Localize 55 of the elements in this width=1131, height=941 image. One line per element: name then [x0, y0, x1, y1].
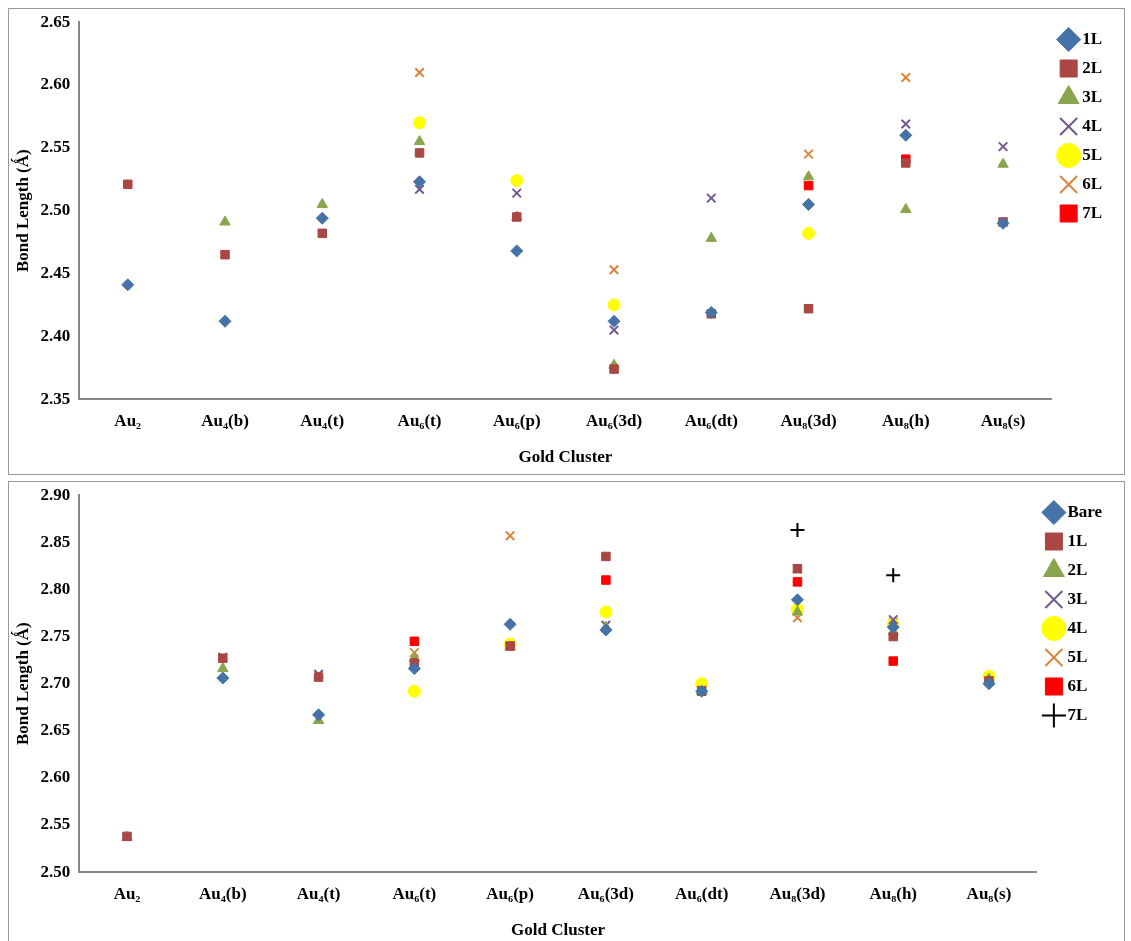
x-tick-label: Au₈(h) — [881, 410, 930, 430]
x-axis-title: Gold Cluster — [511, 920, 606, 940]
y-tick-label: 2.85 — [40, 531, 71, 551]
x-tick-label: Au₈(s) — [966, 883, 1012, 903]
x-tick-label: Au₆(3d) — [585, 410, 643, 430]
y-axis-title: Bond Length (Ǻ) — [10, 622, 32, 746]
y-axis-title: Bond Length (Ǻ) — [10, 149, 32, 273]
legend-label: 5L — [1082, 144, 1102, 164]
y-tick-label: 2.65 — [40, 720, 71, 740]
legend-label: 6L — [1067, 675, 1088, 695]
y-tick-label: 2.70 — [40, 673, 71, 693]
legend-label: 7L — [1067, 704, 1088, 724]
y-tick-label: 2.40 — [40, 325, 71, 345]
legend-label: 6L — [1082, 173, 1102, 193]
x-tick-label: Au₈(h) — [869, 883, 918, 903]
x-tick-label: Au₆(3d) — [577, 883, 634, 903]
legend-label: 3L — [1067, 588, 1088, 608]
x-tick-label: Au₄(b) — [201, 410, 249, 430]
legend-label: 1L — [1067, 530, 1088, 550]
legend-label: 3L — [1082, 86, 1102, 106]
x-tick-label: Au₆(dt) — [675, 883, 729, 903]
x-tick-label: Au₆(dt) — [684, 410, 738, 430]
x-tick-label: Au₆(p) — [486, 883, 534, 903]
legend-label: 7L — [1082, 202, 1102, 222]
y-tick-label: 2.60 — [40, 74, 71, 94]
x-tick-label: Au₈(3d) — [769, 883, 826, 903]
legend-label: 5L — [1067, 646, 1088, 666]
y-tick-label: 2.35 — [40, 388, 71, 408]
legend-label: 4L — [1082, 115, 1102, 135]
y-tick-label: 2.50 — [40, 861, 71, 881]
x-tick-label: Au₆(t) — [392, 883, 437, 903]
legend-label: Bare — [1067, 501, 1103, 521]
y-tick-label: 2.80 — [40, 578, 71, 598]
y-tick-label: 2.60 — [40, 767, 71, 787]
x-tick-label: Au₂ — [114, 410, 142, 430]
y-tick-label: 2.75 — [40, 625, 71, 645]
x-tick-label: Au₈(3d) — [780, 410, 837, 430]
y-tick-label: 2.50 — [40, 200, 71, 220]
y-tick-label: 2.55 — [40, 814, 71, 834]
x-tick-label: Au₄(t) — [296, 883, 341, 903]
x-tick-label: Au₈(s) — [980, 410, 1026, 430]
legend-label: 2L — [1082, 57, 1102, 77]
x-tick-label: Au₆(t) — [397, 410, 442, 430]
y-tick-label: 2.65 — [40, 11, 71, 31]
legend-label: 2L — [1067, 559, 1088, 579]
x-tick-label: Au₂ — [113, 883, 141, 903]
x-tick-label: Au₄(t) — [300, 410, 345, 430]
x-axis-title: Gold Cluster — [518, 447, 613, 467]
x-tick-label: Au₄(b) — [199, 883, 247, 903]
y-tick-label: 2.45 — [40, 262, 71, 282]
y-tick-label: 2.55 — [40, 137, 71, 157]
legend-label: 1L — [1082, 28, 1102, 48]
y-tick-label: 2.90 — [40, 484, 71, 504]
x-tick-label: Au₆(p) — [492, 410, 541, 430]
legend-label: 4L — [1067, 617, 1088, 637]
